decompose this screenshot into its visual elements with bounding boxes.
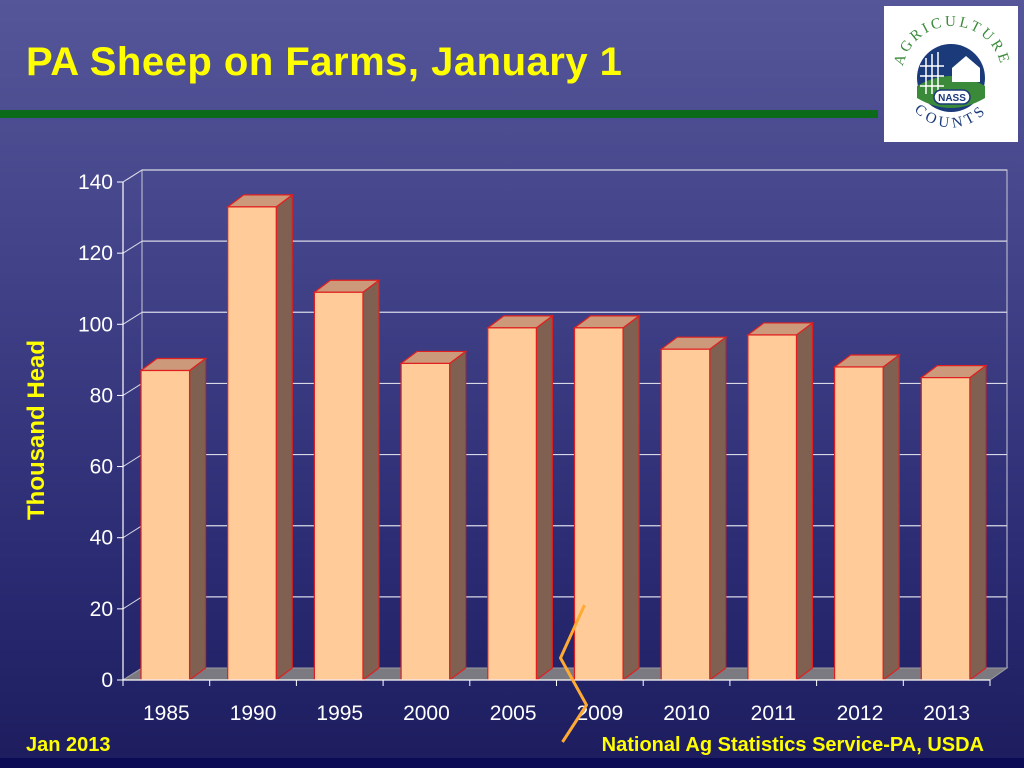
y-tick-label: 140 — [78, 171, 113, 194]
bar-front — [400, 362, 451, 681]
gridline-depth — [122, 311, 143, 325]
gridline-depth — [122, 596, 143, 610]
bar-front — [313, 291, 364, 681]
bar-side — [188, 357, 207, 682]
bar — [225, 193, 295, 682]
agriculture-counts-logo: NASS AGRICULTURE COUNTS — [884, 6, 1018, 142]
bar — [572, 314, 641, 682]
x-tick-label: 2009 — [576, 702, 623, 725]
bar — [485, 314, 555, 682]
bar — [659, 335, 728, 682]
x-tick-label: 2012 — [837, 702, 884, 725]
y-axis: 0 20 40 60 80 100 120 140 — [78, 171, 124, 692]
y-tick-label: 120 — [78, 242, 113, 265]
bar-front — [487, 327, 537, 681]
break-zigzag — [559, 604, 588, 743]
x-tick-label: 2010 — [663, 702, 710, 725]
gridline-depth — [122, 525, 143, 539]
y-tick-label: 80 — [90, 384, 113, 407]
bar — [399, 350, 468, 682]
bar-front — [920, 377, 971, 681]
y-tick-label: 0 — [101, 669, 113, 692]
axis-break-mark — [559, 604, 588, 743]
bar-side — [882, 353, 900, 682]
gridline-depth — [122, 169, 143, 183]
bar — [746, 321, 815, 682]
x-axis: 1985 1990 1995 2000 2005 2009 2010 2011 2012 2013 — [122, 679, 991, 725]
svg-text:NASS: NASS — [938, 93, 966, 104]
x-tick-label: 2005 — [490, 702, 537, 725]
bar-front — [747, 334, 798, 681]
footer-source: National Ag Statistics Service-PA, USDA — [601, 734, 984, 756]
bar-front — [573, 327, 624, 681]
y-tick-label: 20 — [90, 598, 113, 621]
gridline-depth — [122, 454, 143, 467]
x-tick-label: 2013 — [923, 702, 970, 725]
bars — [139, 193, 988, 682]
slide-title: PA Sheep on Farms, January 1 — [26, 40, 623, 84]
footer-date: Jan 2013 — [26, 734, 111, 756]
bar-front — [660, 348, 711, 681]
x-tick-label: 2011 — [751, 702, 796, 725]
bar-side — [795, 321, 814, 682]
plot-side-wall — [122, 169, 143, 681]
bar-side — [449, 350, 467, 682]
y-tick-label: 100 — [78, 313, 113, 336]
bar-front — [833, 366, 884, 681]
x-tick-label: 1985 — [143, 702, 190, 725]
bar — [832, 353, 901, 682]
y-tick-label: 40 — [90, 527, 113, 550]
bar-side — [535, 314, 553, 682]
footer-bar — [0, 758, 1024, 768]
bar-side — [362, 279, 380, 682]
x-tick-label: 2000 — [403, 702, 450, 725]
bar-front — [140, 369, 191, 681]
x-tick-label: 1995 — [316, 702, 363, 725]
bar-side — [709, 335, 727, 682]
gridline-depth — [122, 383, 143, 396]
bar-side — [969, 364, 987, 682]
y-tick-label: 60 — [90, 456, 113, 479]
bar-front — [227, 206, 277, 681]
x-tick-label: 1990 — [230, 702, 277, 725]
bar — [139, 357, 208, 682]
gridline-depth — [122, 240, 143, 254]
bar-side — [275, 193, 293, 682]
y-axis-label: Thousand Head — [23, 340, 50, 520]
bar-side — [622, 314, 640, 682]
title-divider — [0, 110, 878, 118]
bar — [312, 279, 381, 682]
bar — [919, 364, 988, 682]
